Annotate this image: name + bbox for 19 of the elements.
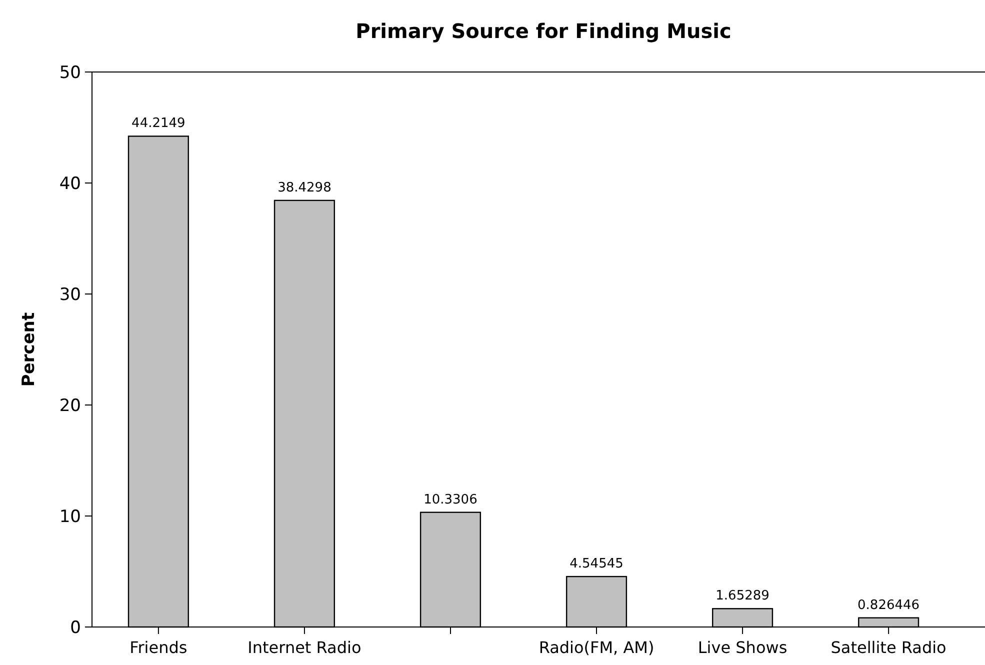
x-tick-label: Live Shows [698, 638, 788, 657]
data-label: 1.65289 [716, 588, 770, 604]
y-tick-label: 0 [70, 618, 81, 638]
y-tick-label: 10 [59, 506, 81, 527]
x-tick-label: Friends [130, 638, 188, 657]
chart-title: Primary Source for Finding Music [356, 19, 732, 43]
y-tick-label: 40 [59, 174, 81, 194]
x-tick-label: Internet Radio [248, 638, 362, 657]
data-label: 4.54545 [570, 556, 624, 572]
y-tick-label: 30 [59, 284, 81, 305]
x-tick-label: Satellite Radio [830, 638, 946, 657]
data-label: 0.826446 [858, 598, 920, 613]
y-tick-label: 20 [59, 396, 81, 416]
y-axis-title: Percent [19, 312, 39, 387]
x-tick-label: Radio(FM, AM) [538, 638, 654, 657]
data-label: 38.4298 [278, 180, 332, 196]
y-tick-label: 50 [59, 62, 81, 83]
data-label: 10.3306 [424, 492, 478, 508]
data-label: 44.2149 [132, 116, 186, 132]
